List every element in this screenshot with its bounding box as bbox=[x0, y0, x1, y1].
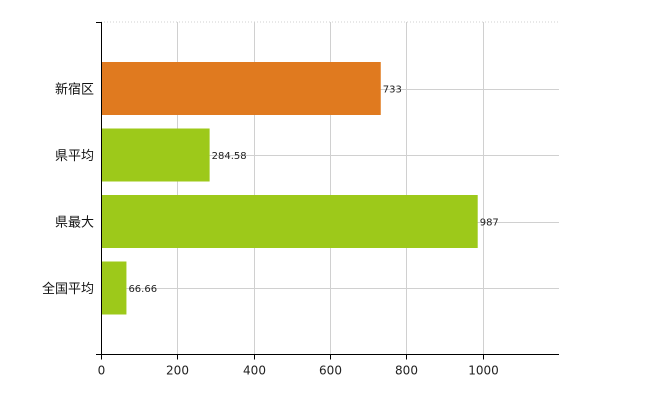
bar bbox=[101, 128, 210, 182]
bar bbox=[101, 62, 381, 115]
axis-layer bbox=[96, 22, 559, 360]
category-label: 県最大 bbox=[55, 216, 94, 231]
category-label: 新宿区 bbox=[55, 82, 94, 98]
x-tick-label: 200 bbox=[166, 364, 189, 378]
x-tick-label: 600 bbox=[319, 364, 342, 378]
x-tick-label: 0 bbox=[98, 364, 106, 378]
category-label: 県平均 bbox=[55, 149, 94, 164]
x-tick-label: 400 bbox=[243, 364, 266, 378]
x-tick-label: 1000 bbox=[468, 364, 499, 378]
bar-layer bbox=[101, 62, 478, 315]
data-label: 987 bbox=[480, 218, 499, 229]
data-label: 66.66 bbox=[128, 284, 157, 295]
data-label: 733 bbox=[383, 85, 402, 96]
data-label: 284.58 bbox=[212, 151, 247, 162]
category-label: 全国平均 bbox=[42, 281, 94, 297]
x-tick-label: 800 bbox=[395, 364, 418, 378]
bar bbox=[101, 261, 127, 315]
bar bbox=[101, 195, 478, 248]
